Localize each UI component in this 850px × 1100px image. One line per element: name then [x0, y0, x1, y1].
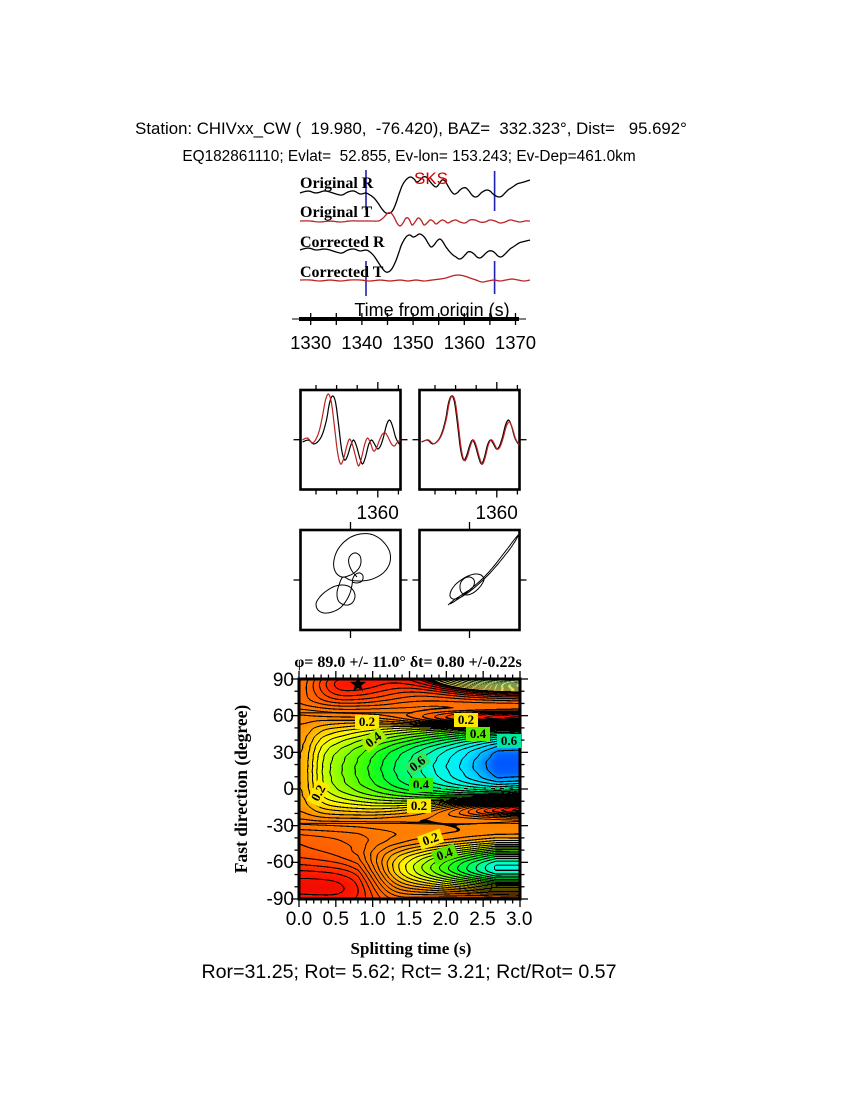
- svg-text:30: 30: [273, 743, 294, 764]
- svg-text:0.2: 0.2: [308, 782, 329, 803]
- svg-text:60: 60: [273, 706, 294, 727]
- svg-text:0.4: 0.4: [413, 777, 430, 792]
- svg-text:1370: 1370: [495, 332, 536, 353]
- svg-text:0.5: 0.5: [322, 909, 348, 930]
- svg-text:1350: 1350: [393, 332, 434, 353]
- svg-text:0: 0: [283, 779, 294, 800]
- svg-text:Ror=31.25; Rot= 5.62; Rct= 3.2: Ror=31.25; Rot= 5.62; Rct= 3.21; Rct/Rot…: [202, 961, 617, 983]
- svg-text:SKS: SKS: [414, 169, 448, 188]
- svg-text:EQ182861110; Evlat= 52.855, E: EQ182861110; Evlat= 52.855, Ev-lon= 153.…: [182, 148, 635, 165]
- svg-text:1360: 1360: [476, 503, 518, 524]
- svg-text:1.0: 1.0: [359, 909, 385, 930]
- svg-text:Splitting time (s): Splitting time (s): [351, 939, 472, 958]
- svg-text:2.0: 2.0: [433, 909, 459, 930]
- svg-text:Corrected R: Corrected R: [300, 234, 385, 251]
- svg-text:Corrected T: Corrected T: [300, 264, 384, 281]
- svg-text:1330: 1330: [290, 332, 331, 353]
- svg-text:1340: 1340: [341, 332, 382, 353]
- svg-text:1360: 1360: [357, 503, 399, 524]
- svg-text:Station: CHIVxx_CW ( 19.980,: Station: CHIVxx_CW ( 19.980, -76.420), B…: [135, 119, 687, 138]
- svg-text:Time from origin (s): Time from origin (s): [354, 300, 509, 320]
- svg-text:-60: -60: [267, 852, 294, 873]
- svg-text:0.6: 0.6: [501, 733, 518, 748]
- svg-text:Original R: Original R: [300, 175, 374, 192]
- svg-text:90: 90: [273, 670, 294, 691]
- svg-text:1360: 1360: [444, 332, 485, 353]
- svg-text:φ= 89.0 +/- 11.0° δt= 0.80 +/-: φ= 89.0 +/- 11.0° δt= 0.80 +/-0.22s: [294, 654, 521, 671]
- svg-text:-30: -30: [267, 816, 294, 837]
- svg-text:3.0: 3.0: [506, 909, 532, 930]
- svg-text:1.5: 1.5: [396, 909, 422, 930]
- svg-text:Fast direction (degree): Fast direction (degree): [231, 705, 251, 874]
- svg-text:0.4: 0.4: [470, 726, 487, 741]
- svg-text:-90: -90: [267, 889, 294, 910]
- svg-text:2.5: 2.5: [469, 909, 495, 930]
- svg-text:0.2: 0.2: [458, 712, 474, 727]
- svg-text:0.0: 0.0: [286, 909, 312, 930]
- svg-text:0.2: 0.2: [411, 798, 427, 813]
- svg-text:Original T: Original T: [300, 204, 372, 221]
- svg-text:0.2: 0.2: [359, 714, 375, 729]
- svg-text:0.4: 0.4: [434, 844, 455, 864]
- svg-text:0.2: 0.2: [420, 829, 440, 849]
